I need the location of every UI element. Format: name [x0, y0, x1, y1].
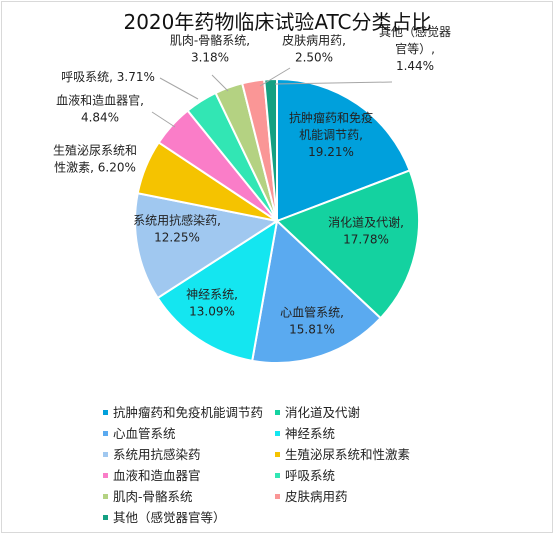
- legend-label: 其他（感觉器官等）: [113, 510, 226, 525]
- leader-line: [151, 111, 176, 128]
- legend-item: 血液和造血器官: [103, 465, 201, 484]
- leader-line: [259, 67, 291, 87]
- leader-line: [274, 81, 393, 85]
- legend-label: 抗肿瘤药和免疫机能调节药: [113, 405, 264, 420]
- data-label: 系统用抗感染药, 12.25%: [133, 213, 221, 245]
- data-label: 心血管系统, 15.81%: [280, 305, 344, 337]
- legend-item: 神经系统: [275, 423, 335, 442]
- data-label: 生殖泌尿系统和性激素, 6.20%: [53, 143, 137, 175]
- legend-swatch: [103, 473, 108, 478]
- legend-swatch: [103, 410, 108, 415]
- legend-label: 系统用抗感染药: [113, 447, 201, 462]
- legend-label: 消化道及代谢: [285, 405, 361, 420]
- legend-swatch: [275, 410, 280, 415]
- data-label: 神经系统, 13.09%: [186, 288, 238, 319]
- legend-item: 其他（感觉器官等）: [103, 507, 226, 526]
- legend-item: 生殖泌尿系统和性激素: [275, 444, 410, 463]
- leader-line: [159, 77, 199, 100]
- data-label: 肌肉-骨骼系统, 3.18%: [170, 33, 250, 65]
- legend-label: 生殖泌尿系统和性激素: [285, 447, 411, 462]
- legend-label: 神经系统: [285, 426, 336, 441]
- data-label: 呼吸系统, 3.71%: [61, 70, 155, 84]
- pie-slice: [276, 77, 411, 223]
- pie-slice: [156, 218, 279, 362]
- legend-label: 皮肤病用药: [285, 489, 348, 504]
- legend-swatch: [103, 494, 108, 499]
- legend-item: 心血管系统: [103, 423, 176, 442]
- data-label: 皮肤病用药, 2.50%: [282, 33, 346, 65]
- legend-item: 肌肉-骨骼系统: [103, 486, 193, 505]
- legend-label: 肌肉-骨骼系统: [113, 489, 193, 504]
- legend-item: 抗肿瘤药和免疫机能调节药: [103, 402, 263, 421]
- legend-item: 系统用抗感染药: [103, 444, 201, 463]
- legend-swatch: [103, 431, 108, 436]
- legend-swatch: [103, 452, 108, 457]
- legend-swatch: [275, 473, 280, 478]
- data-label: 其他（感觉器官等）, 1.44%: [379, 24, 451, 73]
- legend-swatch: [275, 494, 280, 499]
- pie-slice: [251, 219, 383, 364]
- pie-slice: [134, 192, 280, 300]
- data-label: 血液和造血器官, 4.84%: [56, 93, 144, 125]
- data-label: 抗肿瘤药和免疫机能调节药, 19.21%: [289, 110, 373, 159]
- legend-label: 血液和造血器官: [113, 468, 201, 483]
- legend-item: 皮肤病用药: [275, 486, 348, 505]
- legend-swatch: [103, 515, 108, 520]
- legend-swatch: [275, 452, 280, 457]
- legend-label: 呼吸系统: [285, 468, 336, 483]
- pie-chart: 抗肿瘤药和免疫机能调节药, 19.21% 消化道及代谢, 17.78% 心血管系统, 15…: [53, 24, 451, 364]
- pie-slice: [275, 169, 420, 320]
- legend-swatch: [275, 431, 280, 436]
- legend-label: 心血管系统: [113, 426, 176, 441]
- legend-item: 消化道及代谢: [275, 402, 360, 421]
- data-label: 消化道及代谢, 17.78%: [328, 215, 404, 247]
- chart-title: 2020年药物临床试验ATC分类占比: [123, 10, 432, 34]
- legend-item: 呼吸系统: [275, 465, 335, 484]
- leader-line: [211, 74, 229, 92]
